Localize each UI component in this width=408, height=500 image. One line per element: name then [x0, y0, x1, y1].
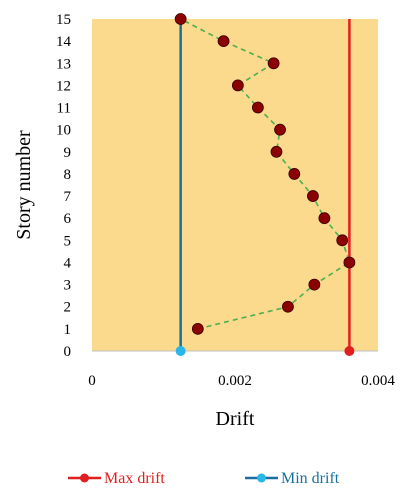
y-tick-label: 2 — [64, 300, 72, 316]
legend-min-drift-marker — [257, 473, 266, 483]
y-tick-label: 12 — [56, 78, 71, 94]
y-tick-label: 4 — [64, 255, 72, 271]
plot-area — [92, 19, 378, 351]
y-tick-label: 14 — [56, 34, 72, 50]
drift-point-story-5 — [336, 234, 349, 247]
drift-point-story-8 — [288, 168, 301, 180]
drift-point-story-11 — [251, 101, 264, 114]
drift-point-story-6 — [318, 212, 331, 225]
y-tick-label: 6 — [64, 211, 72, 227]
min-drift-marker — [175, 346, 186, 356]
legend-max-drift-marker — [80, 473, 89, 483]
drift-point-story-3 — [308, 278, 321, 291]
max-drift-marker — [344, 346, 355, 356]
legend-max-drift-label: Max drift — [104, 470, 165, 487]
y-tick-label: 3 — [64, 278, 72, 294]
y-tick-label: 9 — [64, 145, 72, 161]
y-axis-title: Story number — [13, 130, 35, 240]
y-tick-label: 5 — [64, 233, 72, 249]
y-tick-label: 11 — [57, 101, 71, 117]
legend: Max drift Min drift — [68, 470, 340, 487]
x-tick-label: 0 — [88, 373, 96, 389]
x-tick-label: 0.002 — [218, 373, 252, 389]
series-lines — [175, 19, 355, 356]
y-tick-label: 0 — [64, 344, 72, 360]
drift-point-story-10 — [274, 123, 286, 136]
x-axis-ticks: 0 0.002 0.004 — [88, 373, 395, 389]
y-tick-label: 13 — [56, 56, 71, 72]
drift-point-story-4 — [343, 256, 356, 269]
drift-point-story-1 — [191, 322, 204, 335]
legend-min-drift-label: Min drift — [281, 470, 340, 487]
drift-point-story-12 — [231, 79, 244, 92]
y-tick-label: 8 — [64, 167, 72, 183]
drift-point-story-15 — [174, 13, 187, 25]
drift-point-story-2 — [282, 300, 294, 313]
x-tick-label: 0.004 — [361, 373, 395, 389]
drift-point-story-13 — [267, 57, 280, 70]
y-tick-label: 7 — [64, 189, 72, 205]
x-axis-title: Drift — [216, 408, 255, 430]
drift-point-story-14 — [217, 35, 230, 48]
y-tick-label: 1 — [64, 322, 72, 338]
y-tick-label: 15 — [56, 12, 71, 28]
drift-point-story-9 — [270, 145, 283, 158]
y-tick-label: 10 — [56, 123, 71, 139]
drift-point-story-7 — [307, 190, 319, 202]
drift-profile — [174, 13, 356, 335]
